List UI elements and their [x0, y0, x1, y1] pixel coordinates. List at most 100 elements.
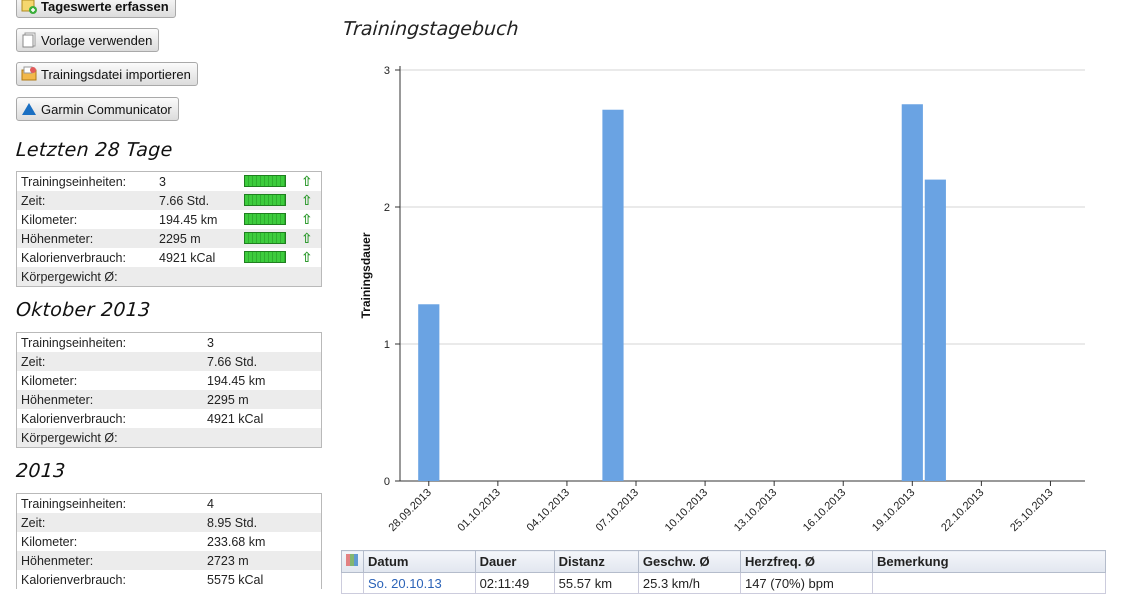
- distance-cell: 55.57 km: [553, 572, 639, 594]
- row-select-cell[interactable]: [341, 572, 364, 594]
- stat-value: 4921 kCal: [159, 250, 216, 265]
- stat-row: Körpergewicht Ø:: [17, 428, 321, 447]
- stat-label: Körpergewicht Ø:: [21, 430, 118, 445]
- stat-value: 3: [159, 174, 166, 189]
- add-daily-values-label: Tageswerte erfassen: [41, 0, 169, 14]
- stat-value: 7.66 Std.: [207, 354, 258, 369]
- heart-rate-cell: 147 (70%) bpm: [739, 572, 874, 594]
- trend-up-arrow-icon: ⇧: [301, 173, 313, 189]
- stat-row: Kilometer: 194.45 km ⇧: [17, 210, 321, 229]
- column-chooser-button[interactable]: [341, 550, 364, 573]
- y-tick-label: 2: [384, 202, 390, 214]
- stat-label: Zeit:: [21, 354, 46, 369]
- duration-cell: 02:11:49: [474, 572, 555, 594]
- y-tick-label: 3: [384, 65, 390, 77]
- x-tick-label: 28.09.2013: [386, 487, 433, 534]
- stat-row: Zeit: 7.66 Std. ⇧: [17, 191, 321, 210]
- add-daily-values-button[interactable]: Tageswerte erfassen: [16, 0, 176, 18]
- trend-up-arrow-icon: ⇧: [301, 211, 313, 227]
- stat-row: Höhenmeter: 2295 m: [17, 390, 321, 409]
- x-tick-label: 25.10.2013: [1008, 487, 1055, 534]
- column-header-geschw[interactable]: Geschw. Ø: [637, 550, 741, 573]
- bar: [901, 104, 923, 481]
- stat-label: Körpergewicht Ø:: [21, 269, 118, 284]
- use-template-button[interactable]: Vorlage verwenden: [16, 28, 160, 52]
- stat-label: Trainingseinheiten:: [21, 335, 127, 350]
- y-axis-label: Trainingsdauer: [359, 232, 373, 318]
- stat-row: Kilometer: 194.45 km: [17, 371, 321, 390]
- training-duration-chart: 0 1 2 3 Trainingsdauer 28.09.2013 01.10.2013 04…: [359, 65, 1085, 534]
- stat-row: Trainingseinheiten: 3: [17, 333, 321, 352]
- column-header-herzfreq[interactable]: Herzfreq. Ø: [739, 550, 874, 573]
- last-28-days-stats: Trainingseinheiten: 3 ⇧ Zeit: 7.66 Std. …: [16, 171, 322, 287]
- stat-value: 2723 m: [207, 553, 249, 568]
- trend-up-arrow-icon: ⇧: [301, 230, 313, 246]
- stat-row: Zeit: 7.66 Std.: [17, 352, 321, 371]
- x-tick-label: 16.10.2013: [801, 487, 848, 534]
- stat-label: Kilometer:: [21, 373, 78, 388]
- october-2013-stats: Trainingseinheiten: 3 Zeit: 7.66 Std. Kilo…: [16, 332, 322, 448]
- stat-label: Höhenmeter:: [21, 231, 94, 246]
- progress-meter: [244, 213, 286, 225]
- column-header-distanz[interactable]: Distanz: [553, 550, 639, 573]
- stat-row: Höhenmeter: 2295 m ⇧: [17, 229, 321, 248]
- import-training-file-button[interactable]: Trainingsdatei importieren: [16, 62, 198, 86]
- stat-label: Höhenmeter:: [21, 553, 94, 568]
- stat-row: Höhenmeter: 2723 m: [17, 551, 321, 570]
- progress-meter: [244, 175, 286, 187]
- x-tick-label: 13.10.2013: [732, 487, 779, 534]
- stat-label: Kalorienverbrauch:: [21, 411, 126, 426]
- stat-value: 4: [207, 496, 214, 511]
- stat-row: Kalorienverbrauch: 5575 kCal: [17, 570, 321, 589]
- last-28-days-title: Letzten 28 Tage: [15, 139, 174, 161]
- stat-value: 5575 kCal: [207, 572, 264, 587]
- stat-value: 2295 m: [207, 392, 249, 407]
- stat-value: 194.45 km: [207, 373, 266, 388]
- date-link[interactable]: So. 20.10.13: [363, 572, 476, 594]
- table-header-row: Datum Dauer Distanz Geschw. Ø Herzfreq. …: [341, 550, 1106, 573]
- bar: [602, 109, 624, 482]
- x-tick-label: 04.10.2013: [525, 487, 572, 534]
- x-tick-label: 01.10.2013: [456, 487, 503, 534]
- column-header-dauer[interactable]: Dauer: [474, 550, 555, 573]
- bar: [924, 179, 946, 481]
- stat-label: Trainingseinheiten:: [21, 174, 127, 189]
- template-document-icon: [21, 32, 37, 48]
- stat-label: Zeit:: [21, 515, 46, 530]
- year-2013-stats: Trainingseinheiten: 4 Zeit: 8.95 Std. Kilo…: [16, 493, 322, 589]
- stat-row: Körpergewicht Ø:: [17, 267, 321, 286]
- bar: [418, 304, 440, 481]
- progress-meter: [244, 232, 286, 244]
- stat-value: 4921 kCal: [207, 411, 264, 426]
- stat-row: Kalorienverbrauch: 4921 kCal: [17, 409, 321, 428]
- stat-value: 2295 m: [159, 231, 201, 246]
- column-header-bemerkung[interactable]: Bemerkung: [872, 550, 1106, 573]
- stat-row: Trainingseinheiten: 4: [17, 494, 321, 513]
- stat-label: Trainingseinheiten:: [21, 496, 127, 511]
- garmin-triangle-icon: [21, 101, 37, 117]
- stat-row: Kilometer: 233.68 km: [17, 532, 321, 551]
- column-chooser-icon: [346, 554, 358, 566]
- import-training-file-label: Trainingsdatei importieren: [41, 66, 191, 82]
- column-header-datum[interactable]: Datum: [363, 550, 476, 573]
- stat-label: Kalorienverbrauch:: [21, 572, 126, 587]
- stat-label: Kalorienverbrauch:: [21, 250, 126, 265]
- garmin-communicator-label: Garmin Communicator: [41, 101, 172, 117]
- x-tick-label: 19.10.2013: [870, 487, 917, 534]
- trend-up-arrow-icon: ⇧: [301, 249, 313, 265]
- add-entry-icon: [21, 0, 37, 14]
- progress-meter: [244, 194, 286, 206]
- stat-value: 8.95 Std.: [207, 515, 258, 530]
- training-log-table: Datum Dauer Distanz Geschw. Ø Herzfreq. …: [341, 550, 1106, 594]
- table-row[interactable]: So. 20.10.13 02:11:49 55.57 km 25.3 km/h…: [341, 572, 1106, 594]
- stat-label: Zeit:: [21, 193, 46, 208]
- y-tick-label: 0: [384, 476, 390, 488]
- trend-up-arrow-icon: ⇧: [301, 192, 313, 208]
- remark-cell: [872, 572, 1106, 594]
- october-2013-title: Oktober 2013: [15, 299, 152, 321]
- garmin-communicator-button[interactable]: Garmin Communicator: [16, 97, 179, 121]
- stat-value: 7.66 Std.: [159, 193, 210, 208]
- x-tick-label: 10.10.2013: [663, 487, 710, 534]
- stat-value: 194.45 km: [159, 212, 218, 227]
- stat-label: Kilometer:: [21, 212, 78, 227]
